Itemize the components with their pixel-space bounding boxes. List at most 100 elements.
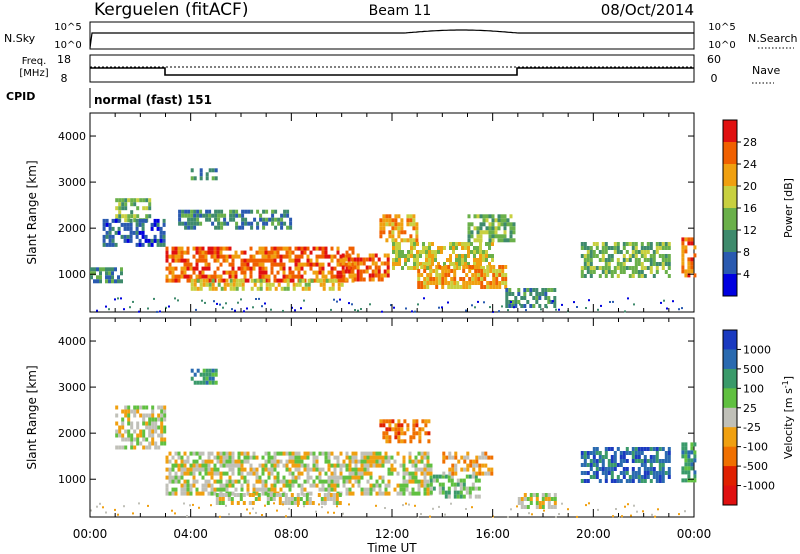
velocity-cell [139, 413, 143, 418]
power-cell [216, 258, 220, 263]
velocity-cell [192, 483, 196, 488]
velocity-cell [631, 467, 635, 471]
velocity-cell [258, 479, 262, 484]
velocity-cell [151, 405, 155, 410]
power-cell [374, 265, 378, 270]
power-cell [165, 258, 169, 263]
velocity-cell [453, 494, 457, 499]
power-cell [388, 218, 392, 223]
power-cell [336, 270, 340, 275]
velocity-cell [598, 479, 602, 483]
power-cell [583, 242, 587, 246]
velocity-cell [267, 475, 271, 480]
power-cell [383, 253, 387, 258]
power-cell [328, 286, 332, 291]
velocity-colorbar-swatch [723, 368, 737, 389]
velocity-cell [637, 467, 641, 471]
velocity-cell [300, 491, 304, 496]
velocity-cell [345, 487, 349, 492]
power-cell [386, 257, 390, 262]
power-cell [240, 262, 244, 267]
velocity-cell [687, 450, 691, 455]
velocity-cell [649, 479, 653, 483]
power-cell [135, 226, 139, 231]
power-cell [324, 254, 328, 259]
nsky-tick-top: 10^5 [54, 22, 81, 33]
velocity-cell [607, 467, 611, 471]
nsky-label: N.Sky [4, 32, 36, 45]
power-cell [452, 242, 455, 246]
power-cell [486, 285, 490, 289]
power-cell [270, 270, 274, 275]
station-title: Kerguelen (fitACF) [94, 0, 248, 20]
velocity-ground-cell [405, 502, 407, 505]
power-cell [359, 277, 363, 282]
velocity-cell [387, 479, 391, 484]
velocity-cell [305, 493, 309, 497]
power-cell [634, 262, 638, 266]
power-cell [162, 238, 166, 243]
power-cell [276, 254, 280, 259]
power-cell [219, 274, 223, 279]
velocity-cell [351, 475, 355, 480]
power-cell [344, 257, 348, 262]
power-cell [228, 262, 232, 267]
power-cell [462, 269, 466, 273]
power-cell [102, 242, 106, 247]
velocity-cell [127, 433, 131, 438]
power-cell [509, 214, 513, 219]
power-ground-cell [243, 310, 245, 313]
velocity-cell [165, 459, 169, 464]
velocity-cell [652, 455, 656, 459]
velocity-cell [643, 455, 647, 459]
velocity-cell [619, 463, 623, 467]
power-cell [96, 275, 99, 280]
power-cell [253, 217, 257, 222]
velocity-cell [330, 487, 334, 492]
power-cell [205, 213, 209, 218]
velocity-cell [261, 463, 265, 468]
velocity-cell [616, 479, 620, 483]
power-cell [156, 222, 160, 227]
velocity-cell [333, 455, 337, 460]
power-cell [214, 217, 218, 222]
power-cell [148, 198, 152, 203]
velocity-cell [363, 467, 367, 472]
power-cell [649, 242, 653, 246]
power-cell [407, 250, 410, 254]
power-cell [479, 226, 483, 231]
velocity-cell [276, 451, 280, 456]
power-cell [271, 282, 275, 287]
velocity-echo-region [115, 405, 167, 450]
velocity-cell [266, 501, 270, 505]
velocity-cell [201, 483, 205, 488]
velocity-cell [327, 475, 331, 480]
velocity-cell [640, 475, 644, 479]
power-cell [391, 230, 395, 235]
power-cell [511, 304, 515, 308]
power-cell [93, 267, 96, 272]
power-cell [280, 217, 284, 222]
power-cell [415, 230, 419, 235]
power-cell [141, 218, 145, 223]
velocity-ground-cell [651, 513, 653, 516]
power-ground-cell [555, 308, 557, 311]
power-cell [476, 214, 480, 219]
power-ytick-label: 2000 [58, 222, 86, 235]
velocity-cell [151, 441, 155, 446]
power-cell [667, 274, 671, 278]
velocity-colorbar-label-sup: -1 [781, 380, 790, 388]
power-cell [139, 198, 143, 203]
power-cell [592, 270, 596, 274]
power-cell [497, 238, 501, 243]
velocity-cell [351, 471, 355, 476]
power-cell [333, 266, 337, 271]
power-cell [431, 242, 434, 246]
power-cell [277, 221, 281, 226]
power-cell [504, 285, 508, 289]
power-cell [286, 225, 290, 230]
power-cell [450, 269, 454, 273]
power-cell [90, 267, 93, 272]
power-cell [261, 250, 265, 255]
velocity-cell [690, 478, 694, 483]
